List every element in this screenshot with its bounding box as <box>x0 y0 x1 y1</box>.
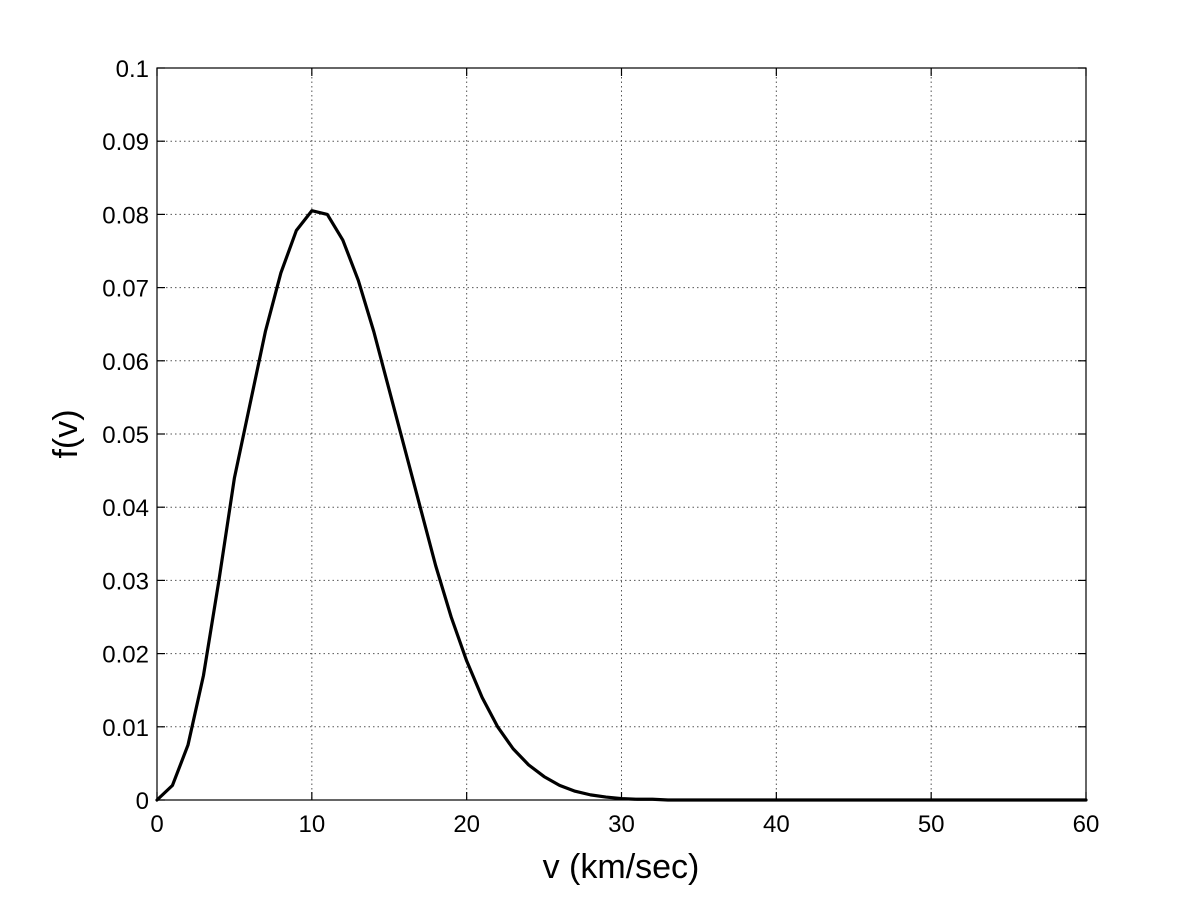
y-tick-label: 0.03 <box>102 568 149 595</box>
y-tick-label: 0.01 <box>102 715 149 742</box>
x-tick-label: 0 <box>150 811 163 838</box>
y-tick-label: 0.06 <box>102 349 149 376</box>
x-axis-label: v (km/sec) <box>543 848 700 886</box>
x-tick-label: 60 <box>1073 811 1100 838</box>
x-tick-label: 40 <box>763 811 790 838</box>
y-tick-label: 0 <box>136 788 149 815</box>
y-tick-label: 0.02 <box>102 642 149 669</box>
grid-lines <box>157 68 1086 800</box>
x-tick-label: 30 <box>608 811 635 838</box>
y-tick-label: 0.08 <box>102 202 149 229</box>
tick-labels: 0 10 20 30 40 50 60 0 0.01 0.02 0.03 0.04 0.05 0.06 0.… <box>102 56 1099 838</box>
x-tick-label: 50 <box>918 811 945 838</box>
y-tick-label: 0.04 <box>102 495 149 522</box>
x-tick-label: 10 <box>298 811 325 838</box>
y-tick-label: 0.07 <box>102 276 149 303</box>
x-tick-label: 20 <box>453 811 480 838</box>
y-axis-label: f(v) <box>47 409 85 458</box>
plot-frame <box>156 67 1087 801</box>
y-tick-label: 0.05 <box>102 422 149 449</box>
y-tick-label: 0.1 <box>116 56 149 83</box>
y-tick-label: 0.09 <box>102 129 149 156</box>
